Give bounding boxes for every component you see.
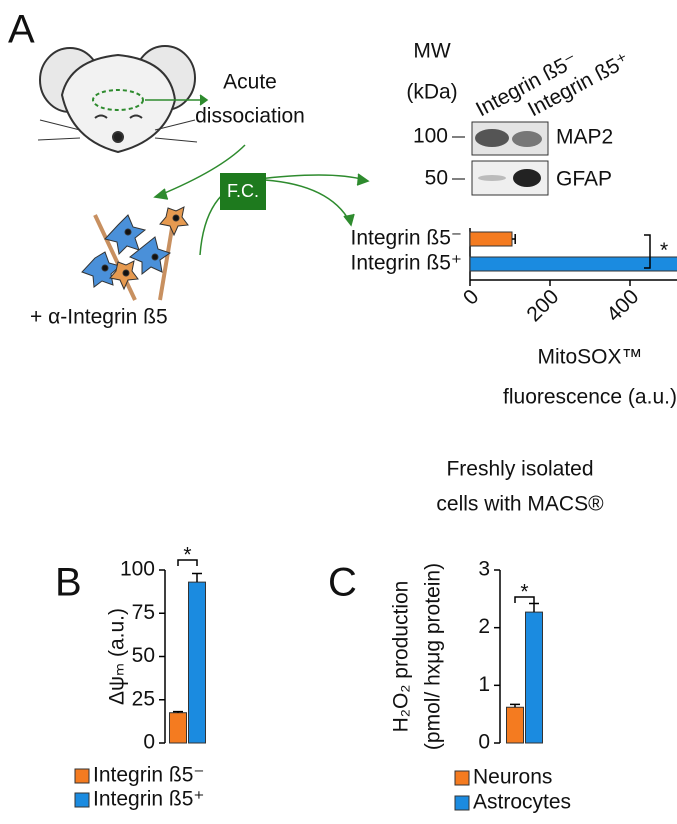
y-tick-label: 100 — [120, 558, 155, 581]
significance-mark: * — [520, 581, 528, 604]
diagram-label: dissociation — [195, 105, 305, 128]
x-tick-label: 200 — [522, 285, 563, 326]
bar — [169, 712, 187, 744]
sorting-box — [220, 173, 266, 210]
diagram-label: F.C. — [227, 181, 259, 201]
legend-label: Neurons — [473, 766, 552, 789]
bar — [469, 256, 677, 272]
cells-illustration — [81, 206, 189, 301]
panel-label: C — [328, 561, 357, 605]
panel-label: B — [55, 561, 82, 605]
bar — [188, 581, 206, 744]
chart-title: Freshly isolated — [446, 458, 593, 481]
legend-label: Integrin ß5⁺ — [93, 788, 204, 811]
legend-label: Astrocytes — [473, 791, 571, 814]
significance-bracket — [644, 234, 651, 269]
y-axis-label: (pmol/ hxμg protein) — [422, 563, 445, 750]
significance-mark: * — [183, 544, 191, 567]
blot-band — [512, 131, 542, 147]
blot-marker: 50 — [425, 167, 448, 190]
y-tick-label: Integrin ß5⁻ — [351, 227, 462, 250]
error-bar — [510, 703, 520, 708]
diagram-label: Acute — [223, 71, 277, 94]
legend-label: Integrin ß5⁻ — [93, 764, 204, 787]
y-tick-label: 25 — [132, 687, 155, 710]
blot-protein: MAP2 — [556, 126, 613, 149]
y-axis-label: H₂O₂ production — [390, 581, 413, 733]
x-tick-label: 400 — [602, 285, 643, 326]
error-bar — [529, 602, 539, 613]
x-axis-label: fluorescence (a.u.) — [503, 386, 677, 409]
y-tick-label: 0 — [478, 731, 490, 754]
error-bar — [173, 710, 183, 713]
significance-mark: * — [660, 239, 668, 262]
diagram-label: + α-Integrin ß5 — [30, 306, 168, 329]
y-tick-label: Integrin ß5⁺ — [351, 252, 462, 275]
legend-swatch — [454, 795, 470, 811]
panel-label: A — [8, 8, 35, 52]
chart-title: cells with MACS® — [436, 493, 604, 516]
error-bar — [512, 234, 516, 244]
blot-band — [513, 169, 541, 187]
bar — [469, 231, 513, 247]
x-axis-label: MitoSOX™ — [537, 346, 642, 369]
legend-swatch — [74, 768, 90, 784]
blot-marker: 100 — [413, 125, 448, 148]
y-tick-label: 75 — [132, 601, 155, 624]
y-tick-label: 0 — [143, 731, 155, 754]
blot-band — [478, 175, 506, 181]
blot-protein: GFAP — [556, 168, 612, 191]
y-tick-label: 1 — [478, 673, 490, 696]
bar — [506, 706, 524, 744]
y-tick-label: 3 — [478, 558, 490, 581]
y-tick-label: 2 — [478, 615, 490, 638]
significance-bracket — [514, 596, 535, 603]
y-tick-label: 50 — [132, 644, 155, 667]
y-axis-label: Δψₘ (a.u.) — [106, 608, 129, 705]
legend-swatch — [454, 770, 470, 786]
x-tick-label: 0 — [459, 285, 484, 310]
bar — [525, 611, 543, 744]
mouse-illustration — [37, 45, 198, 154]
blot-band — [475, 129, 509, 147]
legend-swatch — [74, 792, 90, 808]
significance-bracket — [177, 559, 198, 566]
arrows — [145, 94, 370, 256]
blot-label: MW — [413, 40, 450, 63]
blot-label: (kDa) — [406, 81, 457, 104]
error-bar — [192, 572, 202, 583]
